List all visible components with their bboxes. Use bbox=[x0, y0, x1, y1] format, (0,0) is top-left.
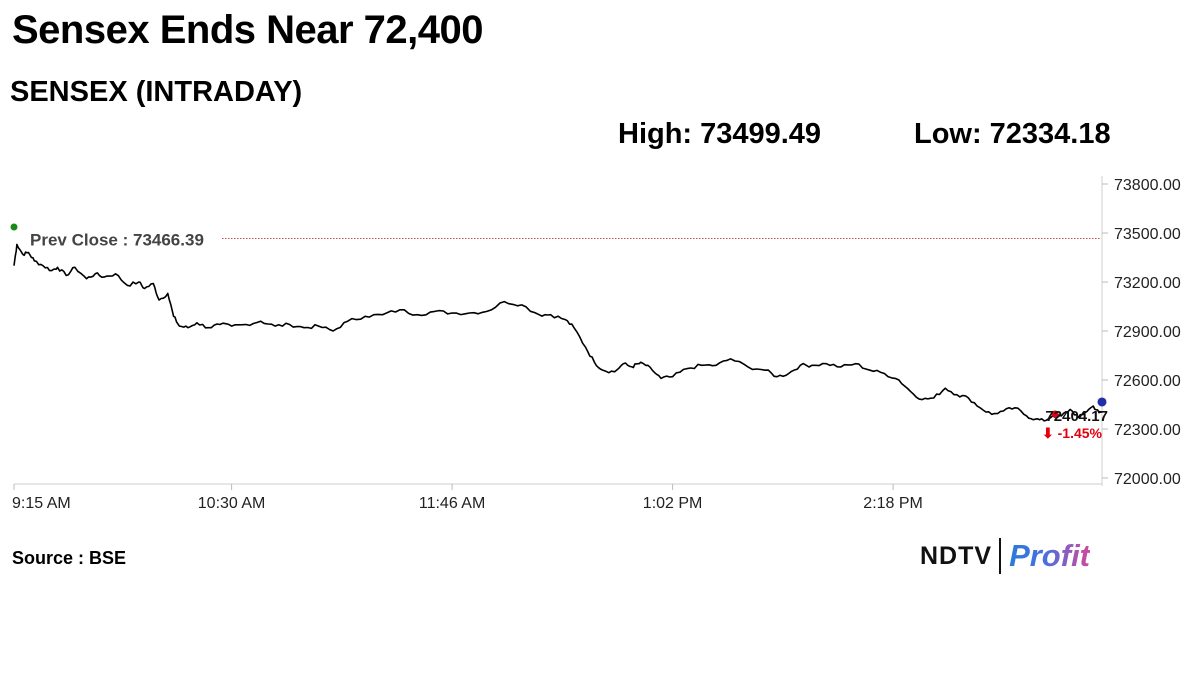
low-stat: Low: 72334.18 bbox=[914, 118, 1111, 151]
x-tick-label: 9:15 AM bbox=[12, 495, 71, 512]
y-axis: 73800.00 73500.00 73200.00 72900.00 72600.00… bbox=[1101, 176, 1181, 488]
ndtv-profit-logo: NDTV Profit bbox=[920, 536, 1090, 576]
y-tick-label: 73800.00 bbox=[1114, 177, 1181, 194]
y-tick-label: 73200.00 bbox=[1114, 275, 1181, 292]
high-value: 73499.49 bbox=[700, 118, 822, 150]
low-value: 72334.18 bbox=[989, 118, 1111, 150]
y-tick-label: 72900.00 bbox=[1114, 324, 1181, 341]
y-tick-label: 72600.00 bbox=[1114, 373, 1181, 390]
high-label: High: bbox=[618, 118, 693, 150]
start-marker bbox=[10, 223, 18, 231]
x-tick-label: 11:46 AM bbox=[419, 495, 485, 512]
headline: Sensex Ends Near 72,400 bbox=[12, 8, 484, 52]
series-line bbox=[13, 243, 1103, 422]
change-label: ⬇ -1.45% bbox=[1042, 425, 1103, 441]
y-tick-label: 72300.00 bbox=[1114, 422, 1181, 439]
logo-product: Profit bbox=[1009, 538, 1090, 573]
last-value-label: 72404.17 bbox=[1045, 408, 1108, 425]
logo-brand: NDTV bbox=[920, 541, 993, 570]
intraday-line-chart: 73800.00 73500.00 73200.00 72900.00 72600.00… bbox=[10, 176, 1181, 512]
x-axis: 9:15 AM 10:30 AM 11:46 AM 1:02 PM 2:18 PM bbox=[12, 483, 1102, 512]
last-point-marker bbox=[1097, 397, 1107, 407]
source-note: Source : BSE bbox=[12, 548, 127, 568]
y-tick-label: 72000.00 bbox=[1114, 471, 1181, 488]
x-tick-label: 1:02 PM bbox=[643, 495, 703, 512]
logo-divider bbox=[999, 538, 1002, 574]
low-label: Low: bbox=[914, 118, 982, 150]
prev-close-label: Prev Close : 73466.39 bbox=[30, 230, 204, 249]
last-value-dot bbox=[1051, 410, 1059, 418]
x-tick-label: 10:30 AM bbox=[198, 495, 266, 512]
chart-subtitle: SENSEX (INTRADAY) bbox=[10, 76, 303, 108]
high-stat: High: 73499.49 bbox=[618, 118, 821, 151]
x-tick-label: 2:18 PM bbox=[863, 495, 923, 512]
y-tick-label: 73500.00 bbox=[1114, 226, 1181, 243]
